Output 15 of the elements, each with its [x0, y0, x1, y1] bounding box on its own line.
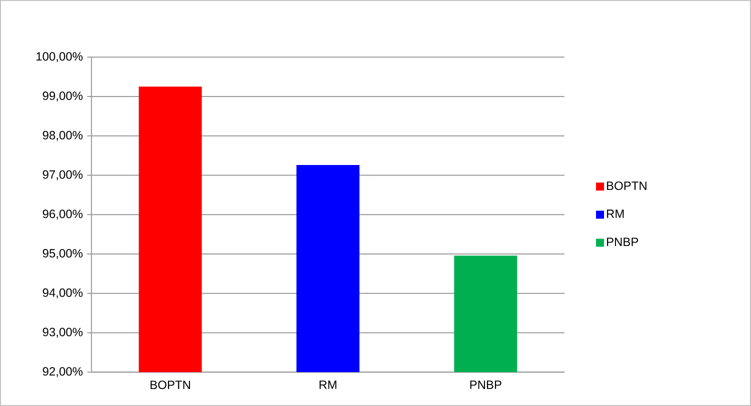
legend-label: BOPTN: [607, 181, 646, 190]
y-tick-label: 97,00%: [42, 170, 83, 180]
y-tick-label: 100,00%: [36, 52, 83, 62]
y-tick-label: 96,00%: [42, 210, 83, 220]
y-tick-label: 93,00%: [42, 328, 83, 338]
y-tick-label: 92,00%: [42, 367, 83, 378]
x-tick-label: BOPTN: [150, 380, 190, 390]
x-tick-label: PNBP: [470, 380, 502, 389]
y-tick-label: 94,00%: [42, 288, 83, 298]
x-tick-label: RM: [320, 380, 336, 389]
legend-label: PNBP: [607, 238, 638, 246]
legend-label: RM: [607, 210, 624, 218]
y-tick-label: 95,00%: [42, 249, 83, 259]
y-tick-label: 98,00%: [42, 130, 83, 141]
y-tick-label: 99,00%: [42, 92, 83, 102]
